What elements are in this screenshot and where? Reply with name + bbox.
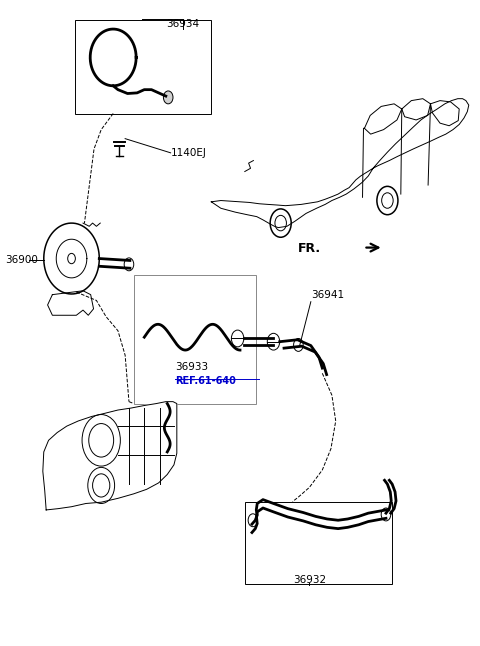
- Circle shape: [248, 514, 258, 526]
- Circle shape: [381, 508, 391, 521]
- Text: REF.61-640: REF.61-640: [175, 376, 236, 386]
- Text: 36941: 36941: [311, 290, 344, 300]
- Circle shape: [377, 186, 398, 214]
- Text: 36933: 36933: [175, 362, 208, 371]
- Text: 36932: 36932: [293, 576, 326, 585]
- Circle shape: [88, 468, 115, 503]
- Bar: [245, 501, 392, 584]
- Circle shape: [124, 258, 134, 271]
- Circle shape: [68, 253, 75, 264]
- Circle shape: [270, 209, 291, 237]
- Text: 1140EJ: 1140EJ: [170, 148, 206, 158]
- Text: 36934: 36934: [166, 19, 199, 29]
- Bar: [134, 275, 256, 404]
- Circle shape: [82, 415, 120, 466]
- Polygon shape: [43, 402, 177, 510]
- Circle shape: [163, 91, 173, 104]
- Bar: [75, 20, 211, 114]
- Text: 36900: 36900: [5, 255, 38, 266]
- Text: FR.: FR.: [298, 242, 321, 255]
